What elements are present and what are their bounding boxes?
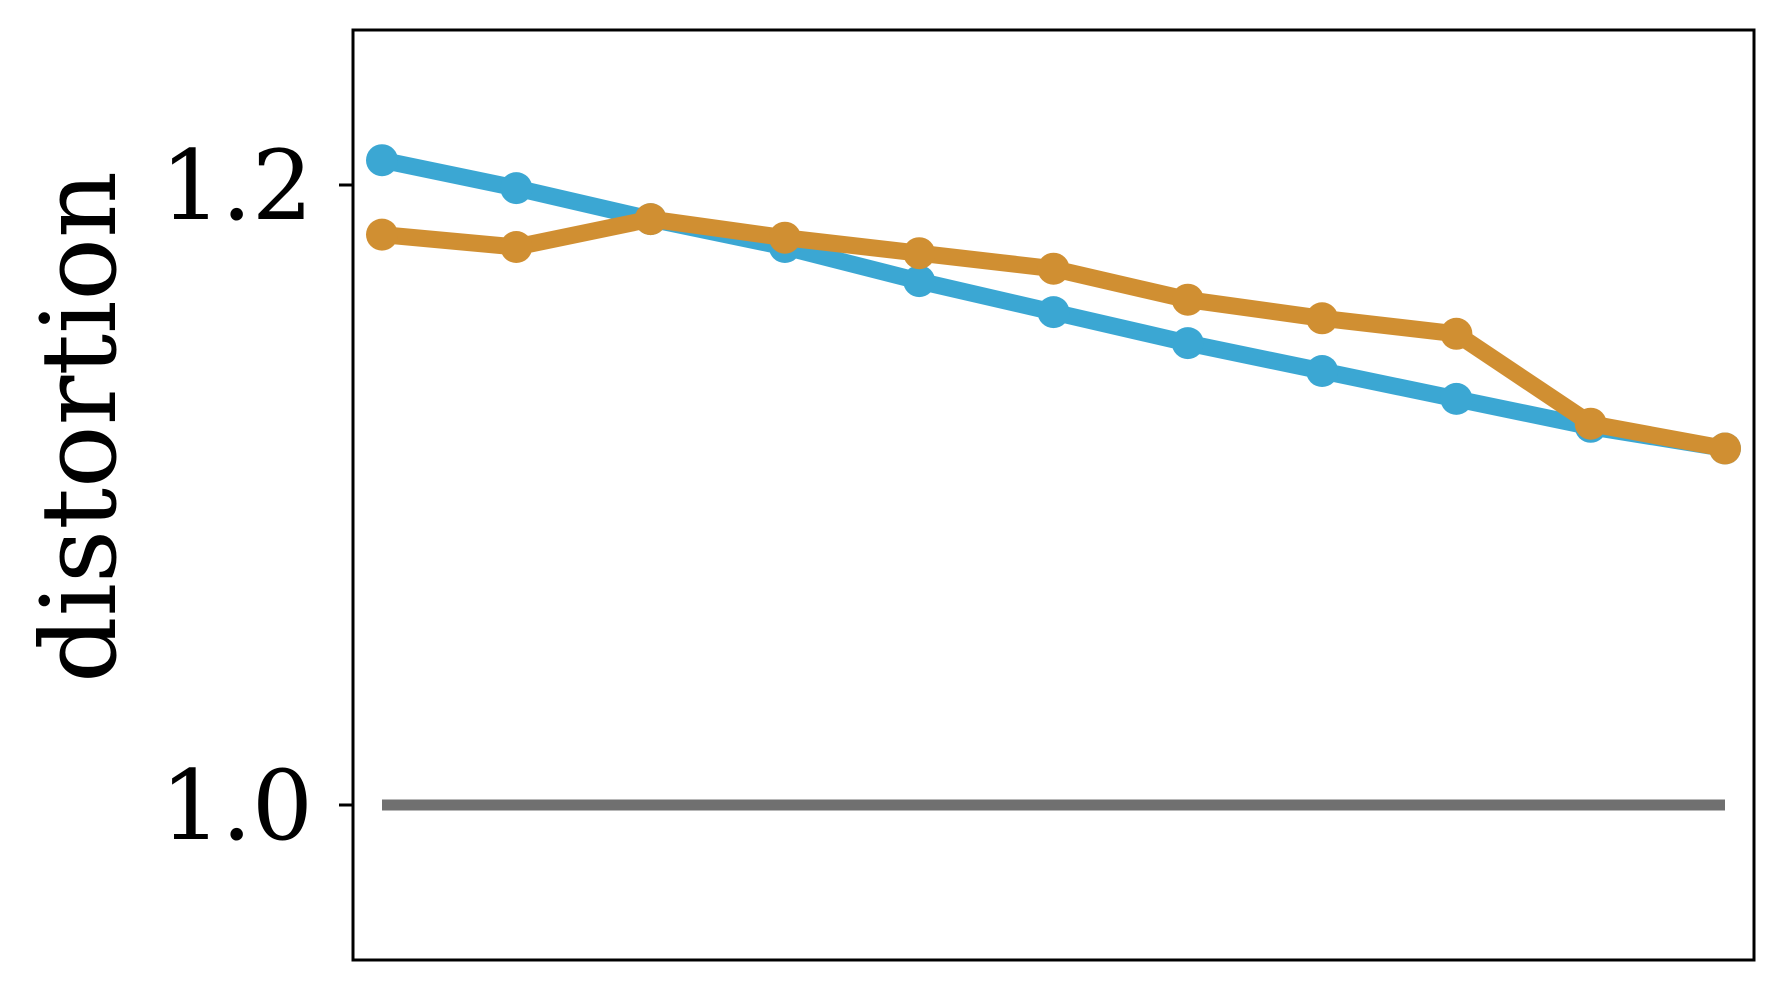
y-axis-label: distortion	[18, 171, 140, 683]
series-1-point	[1440, 382, 1473, 415]
axis-layer: 1.0 1.2	[160, 130, 353, 862]
series-2	[366, 203, 1741, 465]
series-1-point	[1306, 355, 1339, 387]
series-2-point	[1171, 283, 1204, 316]
series-1-point	[1171, 327, 1204, 360]
series-2-point	[634, 203, 667, 236]
y-tick-label: 1.2	[160, 130, 313, 242]
series-2-point	[903, 237, 936, 270]
series-1-point	[1037, 296, 1070, 329]
series-2-point	[1574, 407, 1607, 440]
series-2-point	[1306, 302, 1339, 335]
series-1-point	[903, 265, 936, 298]
plot-frame-layer	[351, 28, 1756, 962]
series-2-point	[1037, 252, 1070, 285]
series-2-point	[500, 231, 533, 263]
y-tick-label: 1.0	[160, 750, 313, 862]
series-1-point	[366, 144, 398, 177]
series-2-point	[366, 218, 398, 251]
series-2-point	[1440, 317, 1473, 350]
series-2-point	[1709, 432, 1741, 465]
series-1	[366, 144, 1741, 465]
series-1-point	[500, 172, 533, 205]
series-2-point	[768, 221, 801, 254]
plot-frame	[351, 28, 1756, 962]
series-layer	[366, 144, 1741, 811]
